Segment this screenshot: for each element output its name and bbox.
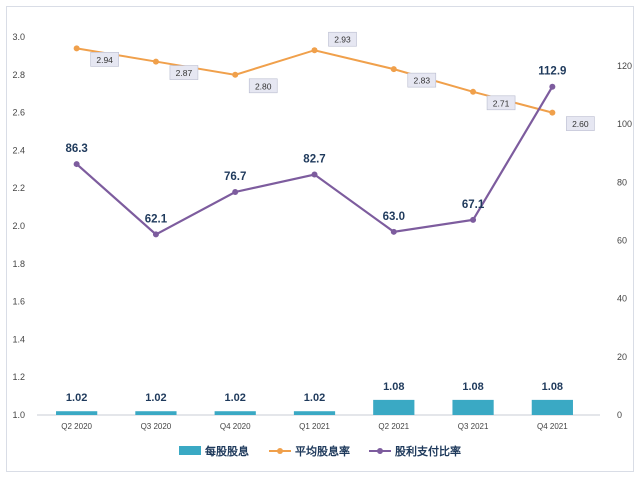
payout-data-label: 86.3 [65, 143, 87, 155]
yield-label-box [328, 31, 357, 47]
yield-data-label: 2.87 [176, 68, 193, 78]
left-tick-label: 2.4 [12, 145, 25, 155]
left-axis: 1.0 1.2 1.4 1.6 1.8 2.0 2.2 2.4 2.6 2.8 3.0 [12, 32, 25, 420]
left-tick-label: 1.8 [12, 259, 25, 269]
payout-point [549, 83, 556, 90]
bar [293, 411, 336, 415]
bar-data-label: 1.08 [462, 381, 483, 393]
bar [56, 411, 98, 415]
left-tick-label: 1.6 [12, 297, 25, 307]
bar [452, 399, 494, 415]
yield-label-box [169, 65, 199, 80]
line-series-payout: 86.3 62.1 76.7 82.7 63.0 67.1 112.9 [65, 66, 566, 238]
bar [214, 411, 256, 415]
yield-data-label: 2.83 [414, 76, 431, 86]
right-tick-label: 80 [617, 177, 627, 187]
right-tick-label: 120 [617, 61, 632, 71]
yield-data-label: 2.71 [493, 98, 510, 108]
x-tick-label: Q2 2021 [378, 422, 409, 431]
yield-label-box [248, 78, 278, 94]
left-tick-label: 1.0 [12, 410, 25, 420]
left-tick-label: 2.2 [12, 183, 25, 193]
legend-swatch-marker [377, 448, 383, 454]
bar-data-label: 1.02 [145, 392, 166, 404]
chart: 1.0 1.2 1.4 1.6 1.8 2.0 2.2 2.4 2.6 2.8 3.0 0 20 40 6… [12, 31, 632, 458]
yield-data-label: 2.60 [572, 119, 589, 129]
payout-data-label: 82.7 [303, 154, 325, 166]
right-tick-label: 100 [617, 119, 632, 129]
right-tick-label: 40 [617, 294, 627, 304]
payout-point [390, 228, 397, 235]
yield-point [152, 58, 159, 65]
right-tick-label: 60 [617, 236, 627, 246]
payout-data-label: 76.7 [224, 171, 246, 183]
left-tick-label: 3.0 [12, 32, 25, 42]
payout-data-label: 112.9 [538, 66, 566, 78]
legend-swatch-bar [179, 446, 201, 455]
yield-data-label: 2.93 [334, 35, 351, 45]
yield-line [76, 47, 553, 114]
right-tick-label: 0 [617, 410, 622, 420]
left-tick-label: 2.8 [12, 70, 25, 80]
left-tick-label: 1.2 [12, 372, 25, 382]
x-tick-label: Q2 2020 [61, 422, 92, 431]
yield-point [311, 47, 318, 54]
yield-label-box [486, 95, 516, 111]
x-axis: Q2 2020 Q3 2020 Q4 2020 Q1 2021 Q2 2021 Q3 20… [61, 422, 568, 431]
bar-data-label: 1.08 [542, 381, 563, 393]
bars-series: 1.02 1.02 1.02 1.02 1.08 1.08 1.08 [56, 381, 573, 415]
yield-data-label: 2.94 [96, 55, 113, 65]
payout-data-label: 67.1 [462, 199, 485, 211]
left-tick-label: 2.6 [12, 108, 25, 118]
yield-label-box [407, 72, 437, 88]
payout-data-label: 62.1 [145, 213, 168, 225]
x-tick-label: Q4 2020 [220, 422, 251, 431]
payout-point [232, 188, 239, 195]
legend: 每股股息 平均股息率 股利支付比率 [179, 444, 461, 458]
legend-label: 股利支付比率 [395, 444, 461, 458]
bar-data-label: 1.08 [383, 381, 404, 393]
chart-frame: 1.0 1.2 1.4 1.6 1.8 2.0 2.2 2.4 2.6 2.8 3.0 0 20 40 6… [6, 6, 634, 472]
yield-point [549, 109, 556, 116]
bar [135, 411, 177, 415]
right-axis: 0 20 40 60 80 100 120 [617, 61, 632, 420]
legend-label: 平均股息率 [295, 444, 350, 458]
payout-point [311, 171, 318, 178]
yield-label-box [566, 116, 595, 131]
x-tick-label: Q3 2021 [458, 422, 489, 431]
yield-point [390, 66, 397, 73]
left-tick-label: 1.4 [12, 334, 25, 344]
payout-point [470, 216, 477, 223]
yield-point [470, 88, 477, 95]
yield-label-box [90, 52, 119, 67]
payout-point [73, 161, 80, 168]
bar-data-label: 1.02 [304, 392, 325, 404]
yield-point [232, 71, 239, 78]
line-series-yield: 2.94 2.87 2.80 2.93 2.83 2.71 2.60 [73, 31, 595, 131]
yield-point [73, 45, 80, 52]
payout-point [152, 231, 159, 238]
x-tick-label: Q1 2021 [299, 422, 330, 431]
left-tick-label: 2.0 [12, 221, 25, 231]
bar [531, 399, 573, 415]
legend-swatch-marker [277, 448, 283, 454]
bar-data-label: 1.02 [225, 392, 246, 404]
bar [373, 399, 415, 415]
right-tick-label: 20 [617, 352, 627, 362]
legend-label: 每股股息 [205, 444, 249, 458]
x-tick-label: Q4 2021 [537, 422, 568, 431]
yield-data-label: 2.80 [255, 81, 272, 91]
x-tick-label: Q3 2020 [141, 422, 172, 431]
bar-data-label: 1.02 [66, 392, 87, 404]
payout-data-label: 63.0 [383, 211, 405, 223]
